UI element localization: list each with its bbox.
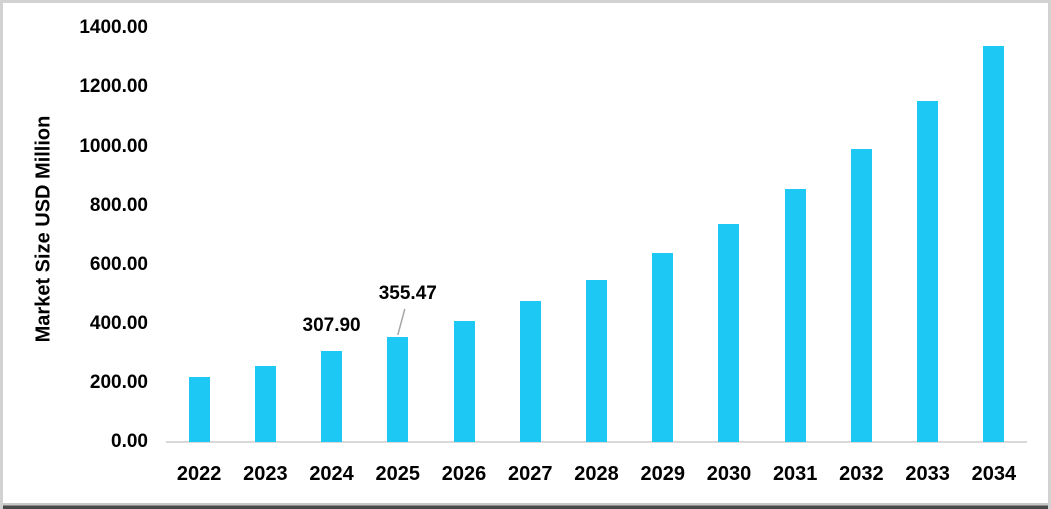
- x-axis-label-2025: 2025: [375, 463, 421, 485]
- x-axis-label-2022: 2022: [176, 463, 222, 485]
- x-axis-label-2034: 2034: [971, 463, 1017, 485]
- y-axis-tick-label: 1200.00: [79, 76, 148, 98]
- x-axis-line: [166, 441, 1027, 443]
- bar-2024: [321, 351, 343, 442]
- x-axis-label-2033: 2033: [905, 463, 950, 485]
- x-axis-label-2026: 2026: [441, 463, 487, 485]
- y-axis-tick-label: 800.00: [89, 194, 148, 216]
- bar-2028: [586, 279, 607, 442]
- bar-2022: [188, 377, 210, 442]
- y-axis-tick-label: 1400.00: [79, 17, 148, 39]
- bottom-window-edge: [3, 502, 1048, 509]
- bar-2029: [652, 252, 674, 442]
- bar-2034: [983, 46, 1005, 442]
- y-axis-tick-label: 1000.00: [79, 135, 148, 157]
- y-axis-tick-label: 600.00: [89, 253, 148, 275]
- bar-2030: [718, 223, 740, 442]
- bar-2023: [254, 365, 276, 442]
- leader-line: [397, 308, 406, 336]
- bar-2027: [519, 301, 541, 442]
- data-label-2024: 307.90: [302, 315, 361, 336]
- y-axis-tick-label: 0.00: [111, 431, 148, 452]
- x-axis-label-2027: 2027: [508, 463, 553, 485]
- x-axis-label-2023: 2023: [243, 463, 288, 485]
- x-axis-label-2032: 2032: [839, 463, 884, 485]
- x-axis-label-2028: 2028: [574, 463, 619, 485]
- bar-2033: [917, 101, 939, 442]
- y-axis-tick-label: 400.00: [89, 312, 148, 334]
- bar-2026: [453, 320, 475, 442]
- y-axis-tick-label: 200.00: [89, 371, 148, 393]
- x-axis-label-2031: 2031: [772, 463, 818, 485]
- x-axis-label-2024: 2024: [309, 463, 354, 485]
- bar-2032: [850, 149, 872, 442]
- x-axis-label-2029: 2029: [640, 463, 685, 485]
- x-axis-label-2030: 2030: [706, 463, 752, 485]
- data-label-2025: 355.47: [378, 282, 437, 304]
- bar-2025: [387, 336, 409, 442]
- bar-2031: [784, 189, 806, 442]
